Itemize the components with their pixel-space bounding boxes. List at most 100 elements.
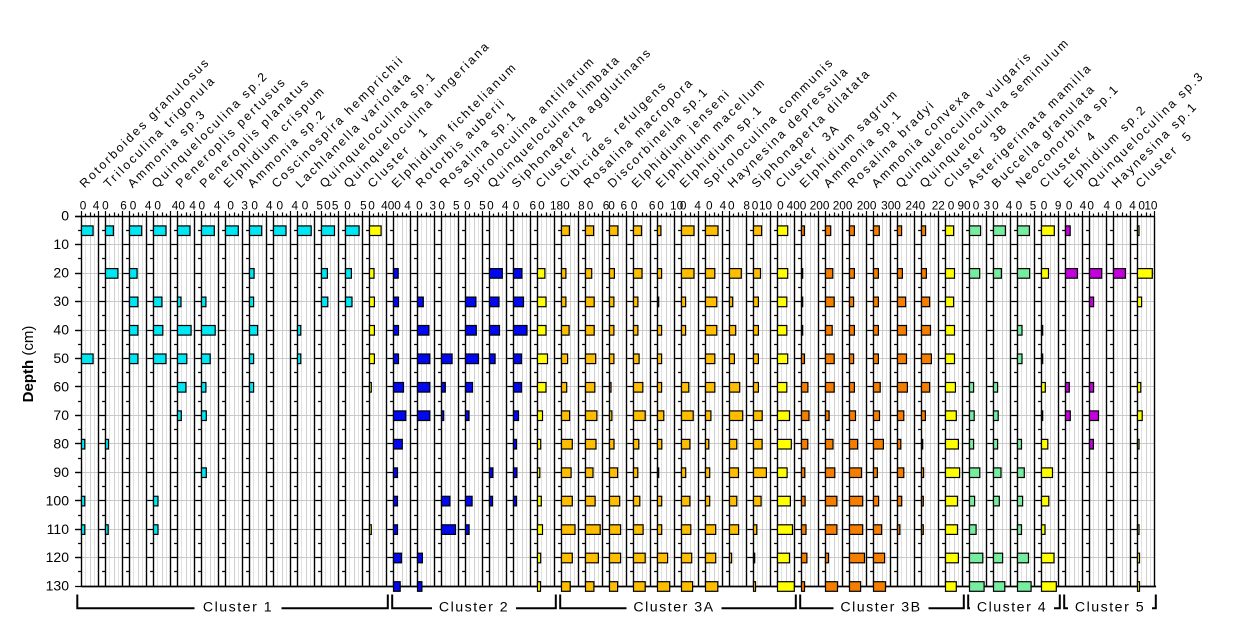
svg-text:30: 30	[53, 293, 69, 309]
svg-text:0: 0	[344, 199, 351, 213]
svg-text:6: 6	[603, 199, 610, 213]
svg-text:40: 40	[53, 322, 69, 338]
svg-text:Depth (cm): Depth (cm)	[20, 326, 37, 403]
svg-text:4: 4	[694, 199, 701, 213]
svg-text:4: 4	[1104, 199, 1111, 213]
svg-text:4: 4	[93, 199, 100, 213]
svg-text:180: 180	[550, 199, 570, 213]
svg-text:22: 22	[932, 199, 945, 213]
svg-text:0: 0	[487, 199, 494, 213]
svg-text:0: 0	[948, 199, 955, 213]
svg-text:90: 90	[957, 199, 971, 213]
svg-text:0: 0	[324, 199, 331, 213]
svg-text:20: 20	[53, 265, 69, 281]
svg-text:200: 200	[857, 199, 877, 213]
svg-text:0: 0	[728, 199, 735, 213]
svg-text:Cluster 5: Cluster 5	[1075, 600, 1145, 616]
svg-text:0: 0	[752, 199, 759, 213]
svg-text:200: 200	[833, 199, 853, 213]
svg-text:0: 0	[587, 199, 594, 213]
svg-text:6: 6	[120, 199, 127, 213]
svg-text:3: 3	[241, 199, 248, 213]
svg-text:0: 0	[513, 199, 520, 213]
svg-text:0: 0	[199, 199, 206, 213]
svg-text:10: 10	[1144, 199, 1158, 213]
svg-text:0: 0	[706, 199, 713, 213]
svg-text:300: 300	[881, 199, 901, 213]
svg-text:400: 400	[787, 199, 807, 213]
svg-text:0: 0	[1066, 199, 1073, 213]
svg-text:9: 9	[1055, 199, 1062, 213]
svg-text:0: 0	[80, 199, 87, 213]
svg-text:0: 0	[154, 199, 161, 213]
svg-text:200: 200	[810, 199, 830, 213]
svg-text:0: 0	[438, 199, 445, 213]
svg-text:100: 100	[46, 492, 70, 508]
svg-text:4: 4	[720, 199, 727, 213]
svg-text:4: 4	[172, 199, 179, 213]
svg-text:Cluster 1: Cluster 1	[203, 600, 273, 616]
svg-text:0: 0	[1138, 199, 1145, 213]
svg-text:90: 90	[53, 464, 69, 480]
svg-text:5: 5	[1030, 199, 1037, 213]
svg-text:70: 70	[53, 407, 69, 423]
svg-text:4: 4	[502, 199, 509, 213]
svg-text:10: 10	[53, 236, 69, 252]
svg-text:0: 0	[464, 199, 471, 213]
svg-text:6: 6	[530, 199, 537, 213]
svg-text:130: 130	[46, 578, 70, 594]
svg-text:0: 0	[1087, 199, 1094, 213]
svg-text:0: 0	[61, 208, 69, 224]
svg-text:240: 240	[906, 199, 926, 213]
svg-text:0: 0	[1115, 199, 1122, 213]
svg-text:Cluster 2: Cluster 2	[439, 600, 509, 616]
svg-text:Cluster 4: Cluster 4	[977, 600, 1047, 616]
svg-text:0: 0	[277, 199, 284, 213]
svg-text:5: 5	[479, 199, 486, 213]
svg-text:0: 0	[102, 199, 109, 213]
svg-text:0: 0	[368, 199, 375, 213]
svg-text:4: 4	[292, 199, 299, 213]
svg-text:6: 6	[649, 199, 656, 213]
svg-text:6: 6	[621, 199, 628, 213]
svg-text:0: 0	[657, 199, 664, 213]
svg-text:4: 4	[214, 199, 221, 213]
svg-text:4: 4	[145, 199, 152, 213]
svg-text:60: 60	[53, 379, 69, 395]
svg-text:5: 5	[316, 199, 323, 213]
svg-text:0: 0	[251, 199, 258, 213]
svg-text:5: 5	[453, 199, 460, 213]
svg-text:50: 50	[53, 350, 69, 366]
svg-text:80: 80	[53, 435, 69, 451]
svg-text:400: 400	[381, 199, 401, 213]
svg-text:0: 0	[130, 199, 137, 213]
svg-text:0: 0	[538, 199, 545, 213]
svg-text:8: 8	[743, 199, 750, 213]
svg-text:0: 0	[416, 199, 423, 213]
svg-text:4: 4	[1006, 199, 1013, 213]
svg-text:5: 5	[360, 199, 367, 213]
svg-text:0: 0	[227, 199, 234, 213]
svg-text:4: 4	[266, 199, 273, 213]
svg-text:0: 0	[973, 199, 980, 213]
svg-text:3: 3	[430, 199, 437, 213]
svg-text:110: 110	[47, 521, 70, 537]
svg-text:Cluster 3B: Cluster 3B	[840, 600, 921, 616]
svg-text:4: 4	[1129, 199, 1136, 213]
svg-text:0: 0	[992, 199, 999, 213]
svg-text:Cluster 3A: Cluster 3A	[633, 600, 714, 616]
svg-text:3: 3	[984, 199, 991, 213]
svg-text:8: 8	[578, 199, 585, 213]
svg-text:120: 120	[46, 549, 70, 565]
svg-text:0: 0	[1016, 199, 1023, 213]
svg-text:0: 0	[631, 199, 638, 213]
svg-text:0: 0	[777, 199, 784, 213]
svg-text:0: 0	[178, 199, 185, 213]
svg-text:4: 4	[189, 199, 196, 213]
svg-text:5: 5	[332, 199, 339, 213]
svg-text:4: 4	[404, 199, 411, 213]
svg-text:0: 0	[1041, 199, 1048, 213]
svg-text:4: 4	[1080, 199, 1087, 213]
svg-text:10: 10	[670, 199, 684, 213]
svg-text:0: 0	[680, 199, 687, 213]
